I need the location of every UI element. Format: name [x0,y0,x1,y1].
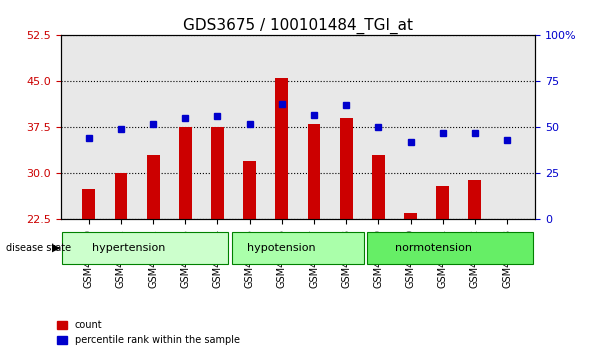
Title: GDS3675 / 100101484_TGI_at: GDS3675 / 100101484_TGI_at [183,18,413,34]
Legend: count, percentile rank within the sample: count, percentile rank within the sample [54,316,244,349]
Bar [372,155,385,219]
Bar [82,189,95,219]
Bar [179,127,192,219]
Text: ▶: ▶ [52,243,60,253]
Bar [114,173,128,219]
Bar [147,155,159,219]
FancyBboxPatch shape [232,232,364,264]
Text: disease state: disease state [6,243,71,253]
Bar [308,124,320,219]
FancyBboxPatch shape [367,232,533,264]
Text: hypertension: hypertension [92,243,165,253]
Bar [340,118,353,219]
Text: hypotension: hypotension [247,243,316,253]
Bar [404,213,417,219]
Bar [437,186,449,219]
Bar [243,161,256,219]
Bar [211,127,224,219]
FancyBboxPatch shape [63,232,229,264]
Bar [468,179,482,219]
Text: normotension: normotension [395,243,472,253]
Bar [275,78,288,219]
